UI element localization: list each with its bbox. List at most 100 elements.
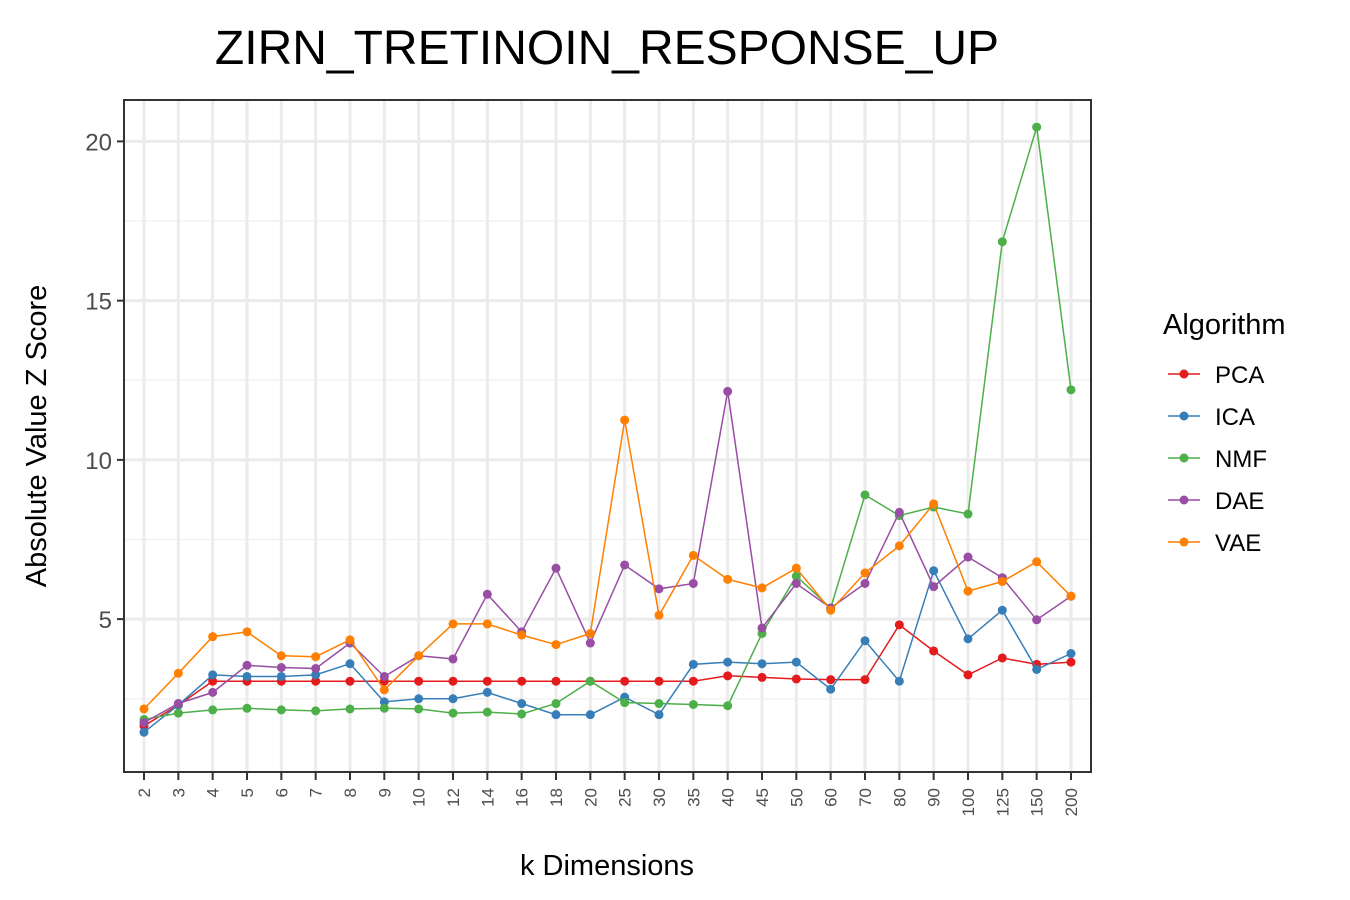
x-tick-label: 40 <box>719 788 738 807</box>
data-point-vae <box>1066 591 1076 601</box>
data-point-nmf <box>173 708 183 718</box>
data-point-nmf <box>242 703 252 713</box>
x-tick-label: 16 <box>513 788 532 807</box>
data-point-vae <box>860 568 870 578</box>
data-point-dae <box>311 663 321 673</box>
data-point-ica <box>963 634 973 644</box>
data-point-nmf <box>276 705 286 715</box>
data-point-vae <box>654 610 664 620</box>
x-tick-label: 7 <box>307 788 326 797</box>
data-point-dae <box>242 660 252 670</box>
data-point-vae <box>997 577 1007 587</box>
data-point-pca <box>482 676 492 686</box>
legend-label-nmf: NMF <box>1215 446 1267 473</box>
data-point-dae <box>757 623 767 633</box>
data-point-nmf <box>723 701 733 711</box>
data-point-nmf <box>345 704 355 714</box>
data-point-vae <box>276 651 286 661</box>
data-point-dae <box>276 663 286 673</box>
data-point-nmf <box>688 699 698 709</box>
data-point-ica <box>757 659 767 669</box>
legend-label-pca: PCA <box>1215 362 1264 389</box>
data-point-pca <box>894 620 904 630</box>
data-point-pca <box>929 646 939 656</box>
x-tick-label: 45 <box>753 788 772 807</box>
data-point-ica <box>688 659 698 669</box>
data-point-dae <box>585 638 595 648</box>
data-point-pca <box>791 674 801 684</box>
chart-title: ZIRN_TRETINOIN_RESPONSE_UP <box>215 22 999 75</box>
data-point-ica <box>1032 664 1042 674</box>
y-axis-title: Absolute Value Z Score <box>21 285 53 588</box>
data-point-nmf <box>620 698 630 708</box>
data-point-vae <box>379 685 389 695</box>
data-point-dae <box>723 386 733 396</box>
data-point-dae <box>1032 615 1042 625</box>
x-tick-label: 125 <box>993 788 1012 816</box>
data-point-vae <box>414 651 424 661</box>
data-point-vae <box>242 627 252 637</box>
series-line-dae <box>143 391 1072 724</box>
data-point-ica <box>551 710 561 720</box>
data-point-pca <box>311 676 321 686</box>
data-point-pca <box>826 675 836 685</box>
x-tick-label: 90 <box>925 788 944 807</box>
data-point-ica <box>311 670 321 680</box>
data-point-vae <box>311 652 321 662</box>
data-point-vae <box>208 632 218 642</box>
data-point-dae <box>963 552 973 562</box>
plot-panel-background <box>124 100 1091 772</box>
data-point-vae <box>173 668 183 678</box>
x-tick-label: 5 <box>238 788 257 797</box>
data-point-nmf <box>208 705 218 715</box>
data-point-dae <box>173 699 183 709</box>
data-point-vae <box>448 619 458 629</box>
data-point-vae <box>826 605 836 615</box>
data-point-ica <box>894 676 904 686</box>
y-tick-label: 20 <box>85 129 112 156</box>
data-point-pca <box>963 670 973 680</box>
data-point-ica <box>379 697 389 707</box>
data-point-nmf <box>311 706 321 716</box>
data-point-dae <box>688 578 698 588</box>
data-point-dae <box>620 560 630 570</box>
data-point-vae <box>517 630 527 640</box>
legend-label-ica: ICA <box>1215 404 1255 431</box>
x-tick-label: 35 <box>684 788 703 807</box>
data-point-nmf <box>1066 385 1076 395</box>
y-tick-label: 10 <box>85 448 112 475</box>
plot-panel-border <box>123 99 1092 773</box>
data-point-ica <box>791 657 801 667</box>
x-tick-label: 20 <box>581 788 600 807</box>
data-point-nmf <box>517 709 527 719</box>
data-point-dae <box>139 718 149 728</box>
data-point-ica <box>929 566 939 576</box>
data-point-ica <box>585 710 595 720</box>
x-axis: 2 3 4 5 6 7 8 9 10 12 14 16 18 20 25 30 35 40 45 50 60 70 80 90… <box>135 772 1081 816</box>
data-point-dae <box>379 671 389 681</box>
data-point-pca <box>723 671 733 681</box>
data-point-dae <box>894 507 904 517</box>
data-point-pca <box>620 676 630 686</box>
data-point-dae <box>791 578 801 588</box>
data-point-dae <box>929 582 939 592</box>
legend-label-dae: DAE <box>1215 488 1264 515</box>
data-point-ica <box>139 727 149 737</box>
x-tick-label: 3 <box>169 788 188 797</box>
legend: Algorithm PCA ICA NMF DAE VAE <box>1163 309 1286 557</box>
x-axis-title: k Dimensions <box>520 850 694 882</box>
data-point-vae <box>757 583 767 593</box>
data-point-pca <box>1066 657 1076 667</box>
data-point-pca <box>997 653 1007 663</box>
data-point-nmf <box>482 707 492 717</box>
data-point-nmf <box>414 704 424 714</box>
data-point-vae <box>963 586 973 596</box>
series-line-ica <box>143 568 1072 733</box>
legend-key-point-dae <box>1179 495 1189 505</box>
data-point-ica <box>414 694 424 704</box>
x-tick-label: 150 <box>1028 788 1047 816</box>
data-point-nmf <box>791 571 801 581</box>
data-point-dae <box>448 654 458 664</box>
x-tick-label: 80 <box>890 788 909 807</box>
